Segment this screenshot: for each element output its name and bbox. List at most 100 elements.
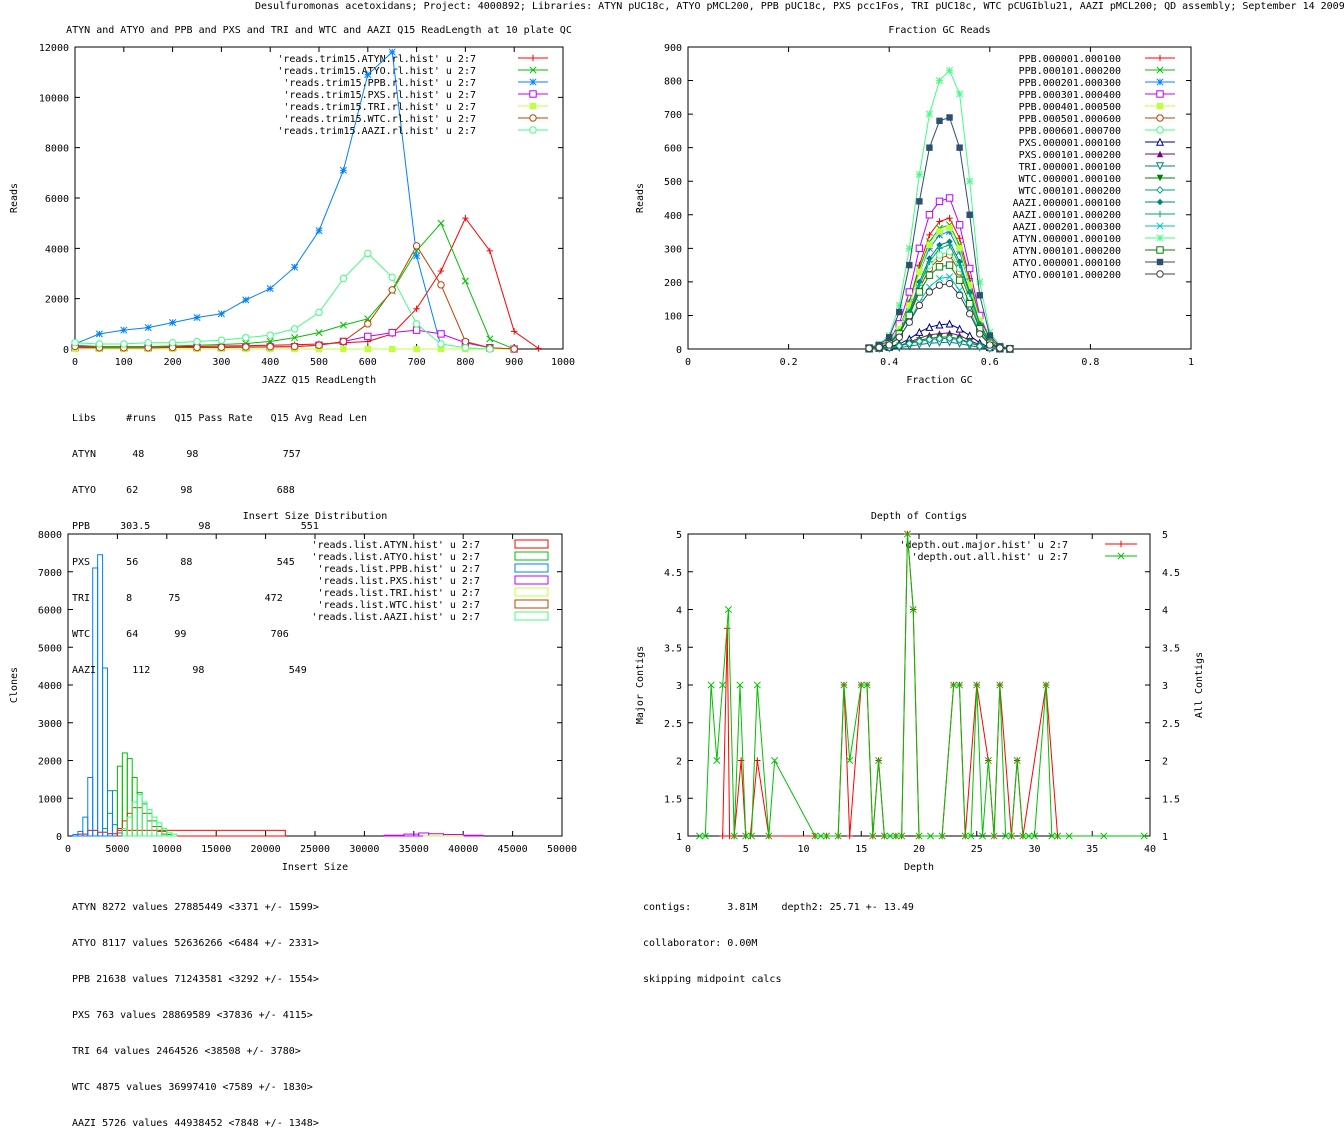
data-point [916,269,922,275]
legend-label: 'reads.trim15.PXS.rl.hist' u 2:7 [283,90,476,101]
y-tick-label: 2000 [45,295,69,306]
y-tick-label: 3.5 [664,643,682,654]
y-tick-label: 700 [664,110,682,121]
histogram-bar [147,813,152,836]
data-point [438,341,444,347]
y2-tick-label: 2.5 [1162,719,1180,730]
data-point [413,243,419,249]
readlength-stats-row: AAZI 112 98 549 [72,665,367,677]
legend-swatch [515,540,548,548]
legend-label: 'reads.trim15.ATYO.rl.hist' u 2:7 [277,66,476,77]
data-point [169,340,175,346]
legend-marker [530,79,536,85]
x-tick-label: 100 [115,357,133,368]
data-point [462,345,468,351]
y-tick-label: 1.5 [664,794,682,805]
y2-tick-label: 4.5 [1162,568,1180,579]
data-point [946,67,952,73]
x-tick-label: 0 [685,844,691,855]
data-point [389,274,395,280]
readlength-stats-row: PPB 303.5 98 551 [72,521,367,533]
histogram-bar [122,828,127,836]
legend-label: 'depth.out.all.hist' u 2:7 [911,552,1068,563]
histogram-bar [142,804,147,836]
histogram-bar [137,794,142,836]
histogram-bar [142,802,147,836]
y-tick-label: 0 [56,832,62,843]
data-point [916,198,922,204]
histogram-bar [127,817,132,836]
y-tick-label: 600 [664,144,682,155]
data-point [946,114,952,120]
legend-label: PPB.000101.000200 [1019,66,1121,77]
data-point [389,49,395,55]
series [72,250,493,352]
series-line [75,218,539,348]
data-point [936,264,942,270]
data-point [916,171,922,177]
histogram-bar [157,831,162,836]
data-point [438,282,444,288]
x-tick-label: 0.8 [1081,357,1099,368]
x-tick-label: 30000 [349,844,379,855]
data-point [946,280,952,286]
histogram-bar [108,813,113,836]
legend-label: TRI.000001.000100 [1019,162,1121,173]
legend-label: PPB.000301.000400 [1019,90,1121,101]
series [719,531,1060,839]
data-point [194,344,200,350]
legend-marker [1157,247,1163,253]
series-line [75,246,514,349]
y-tick-label: 300 [664,244,682,255]
histogram-bar [137,808,142,836]
y-axis-label: Major Contigs [635,646,646,724]
data-point [936,282,942,288]
histogram-bar [112,791,117,836]
data-point [936,118,942,124]
series-line [75,253,490,349]
x-tick-label: 30 [1028,844,1040,855]
data-point [866,345,872,351]
depth-summary-line: skipping midpoint calcs [643,974,914,986]
x-tick-label: 300 [212,357,230,368]
data-point [966,301,972,307]
data-point [906,289,912,295]
legend-label: 'reads.trim15.WTC.rl.hist' u 2:7 [283,114,476,125]
x-tick-label: 0 [72,357,78,368]
data-point [511,328,517,334]
histogram-bar [132,808,137,836]
data-point [316,309,322,315]
y-tick-label: 800 [664,77,682,88]
histogram-bar [463,835,483,836]
y-tick-label: 8000 [38,530,62,541]
y-tick-label: 0 [676,345,682,356]
data-point [997,345,1003,351]
data-point [145,324,151,330]
data-point [956,326,962,332]
legend-marker [1157,211,1163,217]
y-tick-label: 100 [664,311,682,322]
legend-swatch [515,612,548,620]
data-point [267,344,273,350]
legend-marker [1157,103,1163,109]
depth-summary-line: contigs: 3.81M depth2: 25.71 +- 13.49 [643,902,914,914]
readlength-stats-row: ATYN 48 98 757 [72,449,367,461]
legend-label: 'depth.out.major.hist' u 2:7 [899,540,1068,551]
chart-title: ATYN and ATYO and PPB and PXS and TRI an… [66,25,572,36]
legend-label: AAZI.000201.000300 [1013,222,1121,233]
x-tick-label: 600 [359,357,377,368]
data-point [946,215,952,221]
data-point [487,346,493,352]
y2-tick-label: 1 [1162,832,1168,843]
data-point [243,334,249,340]
data-point [511,346,517,352]
x-tick-label: 50000 [547,844,577,855]
legend-marker [530,103,536,109]
insert-summary-line: PPB 21638 values 71243581 <3292 +/- 1554… [72,974,319,986]
insert-size-summary: ATYN 8272 values 27885449 <3371 +/- 1599… [72,878,319,1142]
data-point [96,331,102,337]
x-axis-label: Fraction GC [906,375,972,386]
data-point [218,337,224,343]
x-tick-label: 10000 [152,844,182,855]
insert-summary-line: AAZI 5726 values 44938452 <7848 +/- 1348… [72,1118,319,1130]
